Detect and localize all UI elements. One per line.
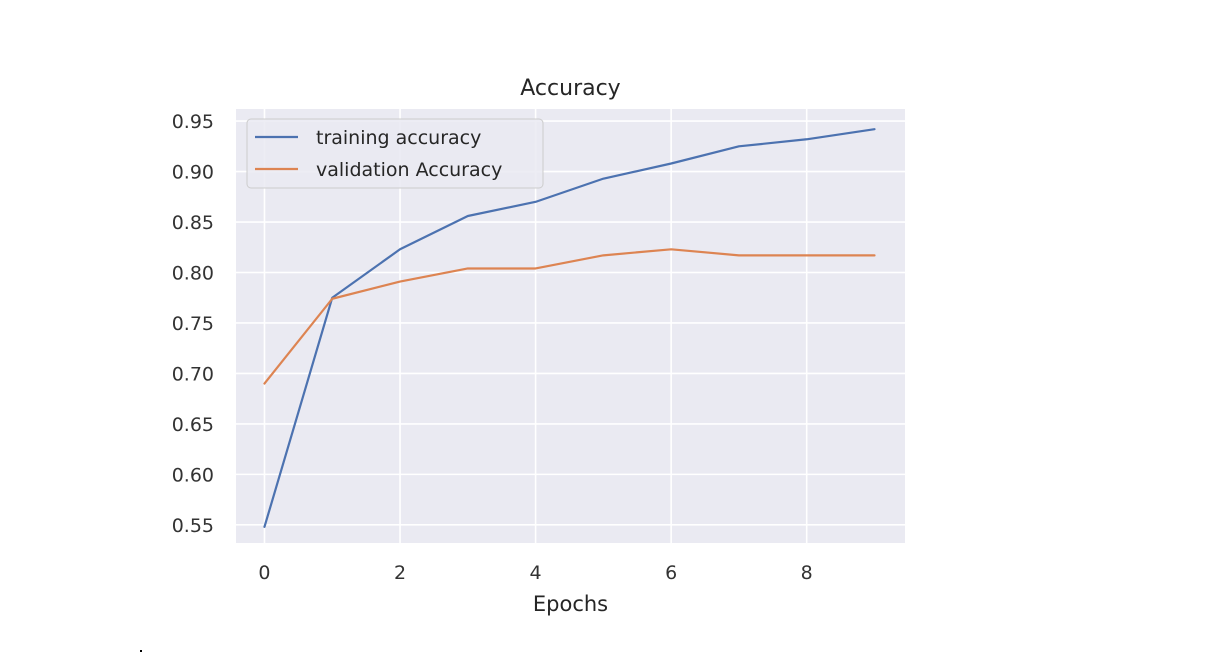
x-tick-label-1: 2 <box>394 562 406 584</box>
y-tick-label-3: 0.70 <box>172 363 214 385</box>
y-tick-label-5: 0.80 <box>172 263 214 285</box>
y-tick-label-7: 0.90 <box>172 162 214 184</box>
legend: training accuracy validation Accuracy <box>246 118 544 189</box>
series-lines <box>263 128 876 528</box>
y-tick-label-4: 0.75 <box>172 313 214 335</box>
y-tick-label-1: 0.60 <box>172 464 214 486</box>
stray-mark <box>140 650 142 652</box>
legend-label-validation: validation Accuracy <box>316 159 502 181</box>
x-tick-label-0: 0 <box>258 562 270 584</box>
y-tick-labels: 0.55 0.60 0.65 0.70 0.75 0.80 0.85 0.90 0.95 <box>172 111 214 537</box>
x-axis-label: Epochs <box>533 592 608 616</box>
y-tick-label-0: 0.55 <box>172 515 214 537</box>
x-tick-label-4: 8 <box>801 562 813 584</box>
legend-label-training: training accuracy <box>316 127 481 149</box>
x-tick-label-3: 6 <box>665 562 677 584</box>
y-tick-label-6: 0.85 <box>172 212 214 234</box>
y-tick-label-8: 0.95 <box>172 111 214 133</box>
x-tick-labels: 0 2 4 6 8 <box>258 562 812 584</box>
chart-title: Accuracy <box>520 76 620 101</box>
y-tick-label-2: 0.65 <box>172 414 214 436</box>
legend-box <box>246 118 544 189</box>
series-line-0 <box>263 128 876 528</box>
x-tick-label-2: 4 <box>530 562 542 584</box>
series-line-1 <box>263 248 876 385</box>
